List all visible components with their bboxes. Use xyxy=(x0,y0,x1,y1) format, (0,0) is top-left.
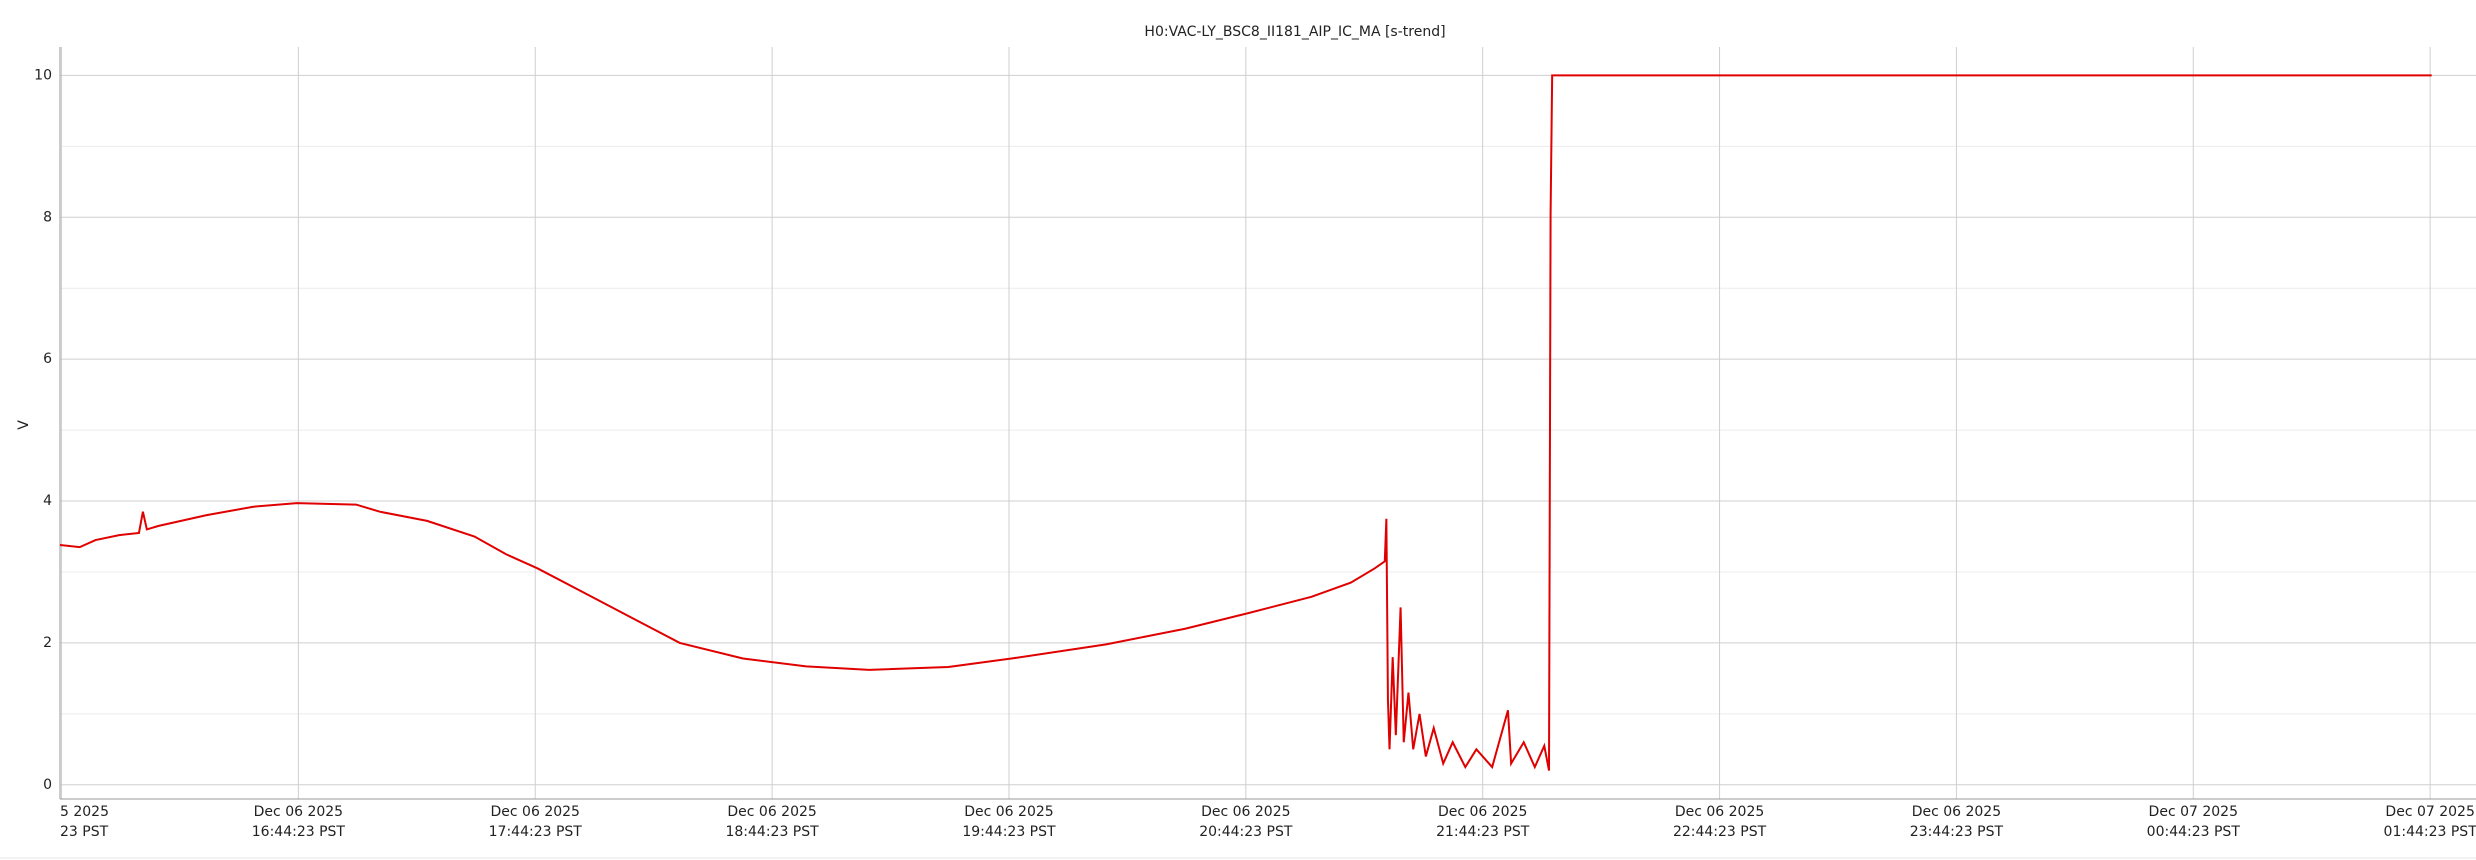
y-tick-label: 6 xyxy=(43,351,52,367)
y-axis-label: V xyxy=(16,420,32,430)
x-tick-label: Dec 06 2025 19:44:23 PST xyxy=(962,804,1056,840)
y-tick-label: 4 xyxy=(43,493,52,509)
x-tick-label: Dec 06 2025 18:44:23 PST xyxy=(725,804,819,840)
x-tick-label: 5 2025 23 PST xyxy=(60,804,109,840)
y-tick-label: 2 xyxy=(43,635,52,651)
x-tick-label: Dec 06 2025 22:44:23 PST xyxy=(1672,804,1767,840)
data-line xyxy=(59,74,2432,771)
x-tick-label: Dec 06 2025 23:44:23 PST xyxy=(1909,804,2004,840)
y-tick-label: 0 xyxy=(43,777,52,793)
x-tick-label: Dec 07 2025 01:44:23 PST xyxy=(2383,804,2476,840)
y-tick-label: 10 xyxy=(34,67,52,83)
x-tick-label: Dec 06 2025 16:44:23 PST xyxy=(251,804,345,840)
x-tick-label: Dec 07 2025 00:44:23 PST xyxy=(2146,804,2240,840)
x-tick-label: Dec 06 2025 17:44:23 PST xyxy=(488,804,582,840)
y-tick-label: 8 xyxy=(43,209,52,225)
x-tick-label: Dec 06 2025 20:44:23 PST xyxy=(1199,804,1293,840)
x-tick-label: Dec 06 2025 21:44:23 PST xyxy=(1436,804,1530,840)
chart-title: H0:VAC-LY_BSC8_II181_AIP_IC_MA [s-trend] xyxy=(1144,24,1445,40)
